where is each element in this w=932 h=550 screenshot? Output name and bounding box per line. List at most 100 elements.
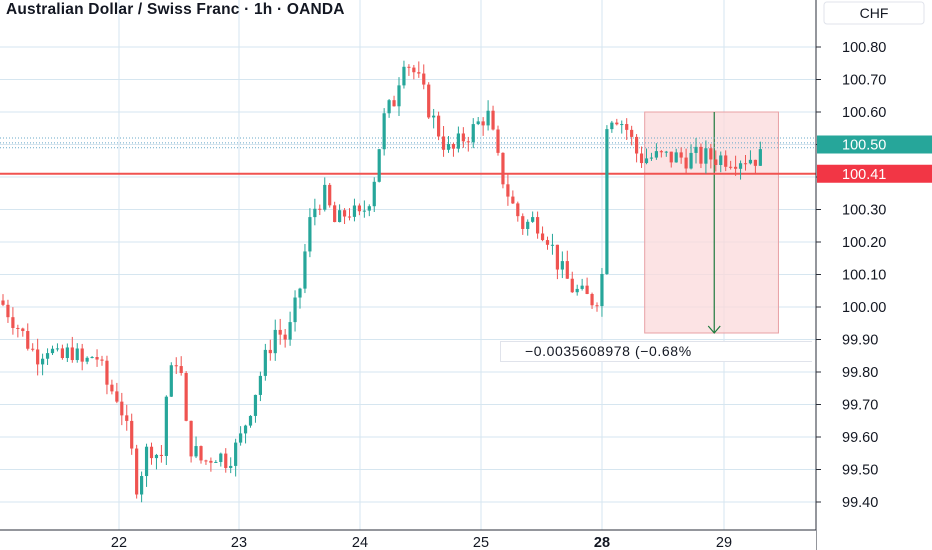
price-tick-label: 100.70 — [842, 73, 886, 89]
candle — [679, 147, 683, 164]
candle — [664, 150, 668, 157]
level-price-label: 100.41 — [842, 167, 886, 183]
current-price-label: 100.50 — [842, 138, 886, 154]
candle — [674, 148, 678, 163]
candle — [243, 424, 248, 444]
candle — [6, 299, 10, 323]
chart-title: Australian Dollar / Swiss Franc · 1h · O… — [6, 1, 345, 18]
candle — [531, 211, 535, 223]
candle — [565, 250, 569, 279]
candle — [352, 198, 357, 222]
candle — [709, 143, 713, 169]
candle — [540, 226, 545, 242]
candle — [536, 211, 540, 239]
candle — [669, 151, 673, 168]
candle — [298, 287, 302, 309]
candle — [595, 302, 599, 312]
candle — [734, 155, 738, 176]
price-tick-label: 100.80 — [842, 40, 886, 56]
candle — [719, 151, 723, 173]
currency-label: CHF — [860, 5, 889, 21]
time-tick-label: 23 — [231, 535, 247, 550]
candle — [620, 120, 624, 134]
time-tick-label: 22 — [111, 535, 127, 550]
candle — [560, 251, 564, 279]
time-axis[interactable]: 22 23 24 25 28 29 — [0, 529, 816, 550]
candle — [164, 395, 168, 466]
candle — [387, 98, 391, 118]
price-axis[interactable]: CHF100.80100.70100.60100.50100.40100.301… — [815, 0, 932, 550]
candle — [278, 318, 282, 345]
measure-tool[interactable] — [644, 111, 779, 334]
time-tick-label: 25 — [473, 535, 489, 550]
candle — [100, 355, 104, 366]
candle — [615, 118, 619, 126]
candle — [476, 117, 480, 126]
time-tick-label: 28 — [594, 535, 610, 550]
price-tick-label: 99.90 — [842, 333, 878, 349]
candle — [748, 150, 753, 165]
candle — [461, 127, 465, 148]
time-tick-label: 29 — [716, 535, 732, 550]
candle — [204, 459, 208, 465]
candle — [689, 144, 693, 170]
candle — [303, 244, 307, 294]
measure-box[interactable] — [644, 111, 779, 334]
candle — [209, 457, 213, 472]
candle — [555, 244, 559, 280]
candle — [159, 445, 163, 463]
candle — [135, 444, 139, 499]
candle — [446, 135, 451, 153]
candle — [21, 327, 25, 337]
candle — [625, 118, 629, 141]
candle — [570, 271, 574, 293]
candle — [575, 284, 579, 296]
candle — [437, 111, 441, 141]
candle — [184, 371, 188, 422]
candle — [635, 134, 639, 163]
candle — [179, 356, 183, 376]
candle — [95, 349, 99, 367]
candle — [644, 148, 649, 165]
candle — [288, 311, 292, 346]
price-tick-label: 100.20 — [842, 235, 886, 251]
candle — [382, 108, 386, 156]
candle — [357, 203, 361, 216]
candle — [491, 105, 495, 131]
candle — [60, 344, 64, 360]
candle — [516, 201, 520, 222]
price-tick-label: 100.10 — [842, 268, 886, 284]
candle — [580, 278, 584, 291]
candle — [441, 126, 446, 157]
candle — [714, 150, 718, 172]
candle — [451, 142, 456, 157]
candles — [1, 60, 762, 503]
candle — [362, 200, 366, 218]
candle — [659, 149, 663, 158]
currency-box[interactable] — [823, 1, 925, 25]
candle — [605, 125, 609, 275]
candle — [65, 343, 69, 362]
candle — [16, 324, 20, 338]
candle — [313, 198, 317, 226]
candle — [427, 82, 431, 119]
candle — [85, 356, 89, 365]
candle — [1, 294, 5, 307]
candle — [417, 61, 421, 78]
candle — [169, 362, 173, 397]
candle — [130, 413, 134, 455]
candle — [120, 392, 124, 426]
candle — [392, 95, 396, 107]
candle — [36, 338, 40, 376]
candle — [144, 443, 149, 487]
candle — [743, 155, 748, 171]
measure-label: −0.0035608978 (−0.68% — [500, 341, 812, 362]
candle — [704, 140, 708, 174]
price-tick-label: 99.80 — [842, 365, 878, 381]
candle — [263, 343, 267, 381]
candle — [224, 448, 228, 473]
time-tick-label: 24 — [352, 535, 368, 550]
candle — [50, 345, 55, 356]
candle — [11, 307, 15, 335]
